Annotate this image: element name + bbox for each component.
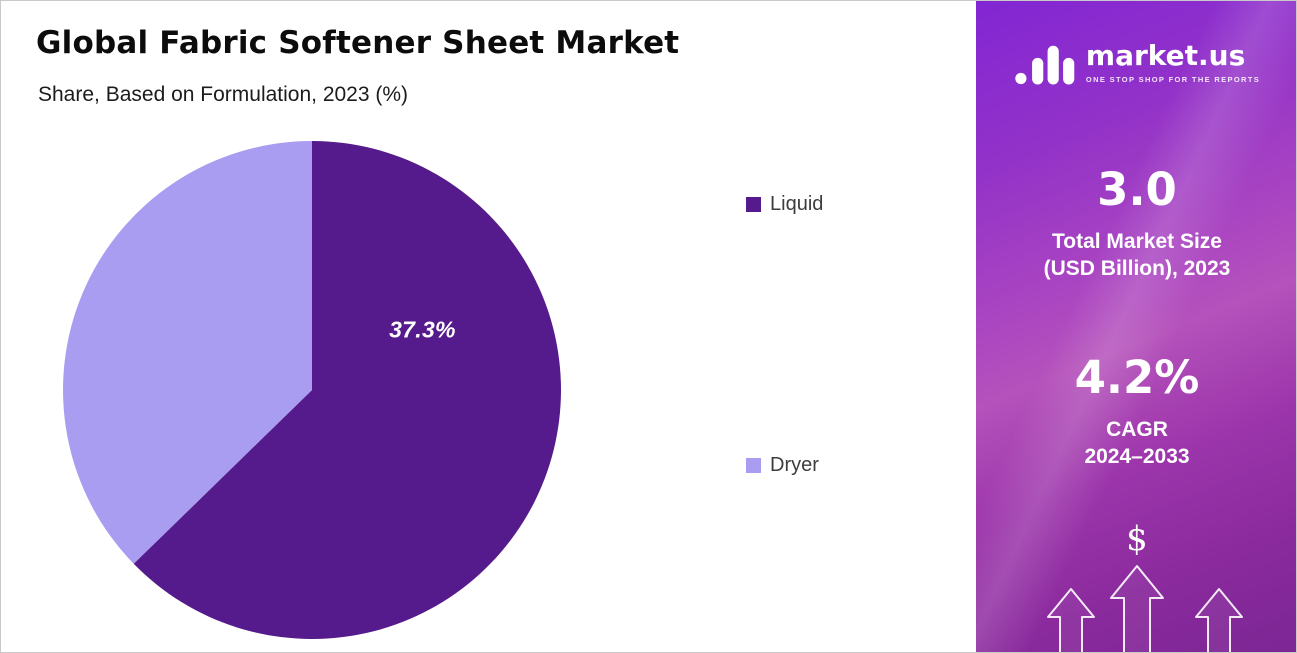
brand-logo: market.us ONE STOP SHOP FOR THE REPORTS — [1014, 37, 1260, 89]
brand-text: market.us ONE STOP SHOP FOR THE REPORTS — [1085, 39, 1261, 85]
pie-svg — [63, 141, 561, 639]
brand-name: market.us — [1085, 39, 1246, 72]
sidebar: market.us ONE STOP SHOP FOR THE REPORTS … — [976, 1, 1296, 652]
pie-slice-dryer — [63, 141, 312, 564]
pie-slice-value-label: 37.3% — [389, 316, 456, 343]
growth-arrows-icon — [1047, 565, 1243, 652]
brand-tagline: ONE STOP SHOP FOR THE REPORTS — [1085, 75, 1261, 84]
stat-market-size-label-line2: (USD Billion), 2023 — [1043, 257, 1231, 281]
chart-subtitle: Share, Based on Formulation, 2023 (%) — [38, 83, 409, 106]
stat-market-size-label: Total Market Size (USD Billion), 2023 — [1044, 228, 1231, 283]
pie-chart: 37.3% — [61, 139, 563, 641]
sidebar-content: market.us ONE STOP SHOP FOR THE REPORTS … — [976, 1, 1296, 652]
chart-area: Global Fabric Softener Sheet Market Shar… — [1, 1, 969, 652]
stat-cagr-label-line2: 2024–2033 — [1084, 444, 1190, 468]
legend-swatch-dryer — [746, 458, 761, 473]
pie-slice-liquid — [133, 141, 561, 639]
dollar-symbol: $ — [1126, 519, 1148, 559]
stat-cagr-label-line1: CAGR — [1106, 417, 1168, 441]
stat-cagr-value: 4.2% — [1074, 350, 1200, 404]
legend-item-dryer: Dryer — [746, 454, 819, 477]
stat-market-size-label-line1: Total Market Size — [1051, 230, 1222, 253]
legend-item-liquid: Liquid — [746, 193, 823, 216]
marketus-logo-icon — [1015, 45, 1075, 85]
stat-cagr-label: CAGR 2024–2033 — [1084, 416, 1189, 471]
stat-market-size-value: 3.0 — [1097, 163, 1177, 216]
legend-swatch-liquid — [746, 197, 761, 212]
legend-label-liquid: Liquid — [770, 193, 824, 215]
legend-label-dryer: Dryer — [770, 454, 819, 476]
chart-title: Global Fabric Softener Sheet Market — [36, 25, 680, 61]
